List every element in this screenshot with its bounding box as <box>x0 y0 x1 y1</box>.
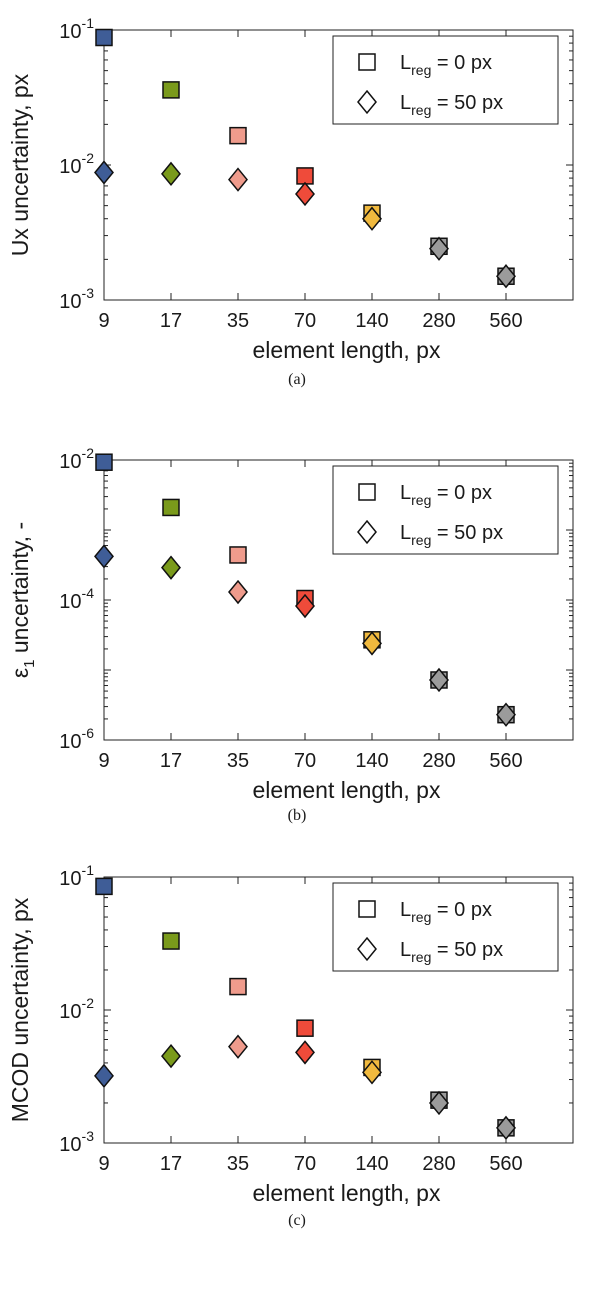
data-point-diamond-140 <box>362 206 382 231</box>
data-point-square-35 <box>229 977 247 996</box>
data-point-diamond-9 <box>94 1063 114 1088</box>
legend-square-marker <box>358 900 376 918</box>
data-point-diamond-140 <box>362 631 382 656</box>
legend-diamond-marker <box>357 519 377 545</box>
data-point-diamond-9 <box>94 544 114 569</box>
legend-entry-label: Lreg = 0 px <box>400 899 492 925</box>
data-point-diamond-35 <box>228 167 248 192</box>
y-tick-label: 10-3 <box>59 285 94 313</box>
chart-panel-1: 10-1 10-2 10-39 17 35 70 140 280 560 element leng… <box>7 15 574 388</box>
data-point-diamond-35 <box>228 579 248 605</box>
x-tick-label: 17 <box>160 1153 182 1175</box>
x-tick-label: 17 <box>160 750 182 772</box>
y-axis-label: Ux uncertainty, px <box>7 73 33 256</box>
data-point-diamond-140 <box>362 1060 382 1085</box>
x-tick-label: 9 <box>98 1153 109 1175</box>
chart-panel-2: 10-2 10-4 10-69 17 35 70 140 280 560 element leng… <box>7 445 574 824</box>
legend-diamond-marker <box>357 89 377 115</box>
x-tick-label: 280 <box>422 1153 455 1175</box>
x-axis-label: element length, px <box>253 337 441 363</box>
x-tick-label: 280 <box>422 750 455 772</box>
x-tick-label: 9 <box>98 310 109 332</box>
data-point-diamond-280 <box>429 236 449 261</box>
data-point-square-70 <box>296 1019 314 1037</box>
y-tick-label: 10-2 <box>59 995 94 1023</box>
legend-diamond-marker <box>357 936 377 962</box>
data-point-square-9 <box>95 877 113 896</box>
legend: Lreg = 0 px Lreg = 50 px <box>332 35 559 125</box>
data-point-square-17 <box>162 81 180 99</box>
x-tick-label: 560 <box>489 310 522 332</box>
x-tick-label: 140 <box>355 750 388 772</box>
legend-entry-label: Lreg = 50 px <box>400 92 503 118</box>
y-tick-label: 10-1 <box>59 15 94 43</box>
y-tick-label: 10-4 <box>59 585 94 613</box>
data-point-diamond-70 <box>295 593 315 619</box>
y-axis-label: ε1 uncertainty, - <box>7 522 38 678</box>
chart-panel-3: 10-1 10-2 10-39 17 35 70 140 280 560 element leng… <box>7 862 574 1229</box>
x-axis-label: element length, px <box>253 777 441 803</box>
y-tick-label: 10-3 <box>59 1128 94 1156</box>
data-point-square-17 <box>162 498 180 517</box>
data-point-square-35 <box>229 126 247 145</box>
legend: Lreg = 0 px Lreg = 50 px <box>332 465 559 555</box>
panel-caption: (c) <box>288 1212 306 1229</box>
data-point-diamond-17 <box>161 161 181 187</box>
x-tick-label: 280 <box>422 310 455 332</box>
legend: Lreg = 0 px Lreg = 50 px <box>332 882 559 972</box>
legend-entry-label: Lreg = 50 px <box>400 522 503 548</box>
data-point-diamond-560 <box>496 264 516 289</box>
y-tick-label: 10-2 <box>59 445 94 473</box>
x-tick-label: 140 <box>355 1153 388 1175</box>
data-point-diamond-560 <box>496 702 516 727</box>
panel-caption: (b) <box>288 807 307 824</box>
data-point-diamond-70 <box>295 181 315 207</box>
x-tick-label: 70 <box>294 310 316 332</box>
x-tick-label: 70 <box>294 1153 316 1175</box>
x-tick-label: 9 <box>98 750 109 772</box>
panel-caption: (a) <box>288 371 306 388</box>
legend-entry-label: Lreg = 50 px <box>400 939 503 965</box>
data-point-square-9 <box>95 453 113 471</box>
data-point-diamond-560 <box>496 1115 516 1141</box>
data-point-diamond-280 <box>429 1090 449 1116</box>
legend-square-marker <box>358 483 376 501</box>
data-point-square-17 <box>162 932 180 950</box>
data-point-diamond-9 <box>94 160 114 185</box>
data-point-diamond-17 <box>161 1043 181 1069</box>
data-point-square-9 <box>95 28 113 47</box>
x-tick-label: 560 <box>489 1153 522 1175</box>
legend-square-marker <box>358 53 376 71</box>
y-tick-label: 10-1 <box>59 862 94 890</box>
data-point-diamond-17 <box>161 555 181 580</box>
y-tick-label: 10-2 <box>59 150 94 178</box>
data-point-diamond-35 <box>228 1034 248 1059</box>
x-tick-label: 35 <box>227 310 249 332</box>
y-tick-label: 10-6 <box>59 725 94 753</box>
x-tick-label: 560 <box>489 750 522 772</box>
x-tick-label: 35 <box>227 1153 249 1175</box>
x-tick-label: 140 <box>355 310 388 332</box>
data-point-diamond-280 <box>429 667 449 693</box>
data-point-diamond-70 <box>295 1040 315 1065</box>
legend-entry-label: Lreg = 0 px <box>400 482 492 508</box>
x-tick-label: 70 <box>294 750 316 772</box>
x-tick-label: 35 <box>227 750 249 772</box>
y-axis-label: MCOD uncertainty, px <box>7 897 33 1122</box>
x-tick-label: 17 <box>160 310 182 332</box>
x-axis-label: element length, px <box>253 1180 441 1206</box>
legend-entry-label: Lreg = 0 px <box>400 52 492 78</box>
data-point-square-70 <box>296 167 314 185</box>
data-point-square-35 <box>229 546 247 564</box>
